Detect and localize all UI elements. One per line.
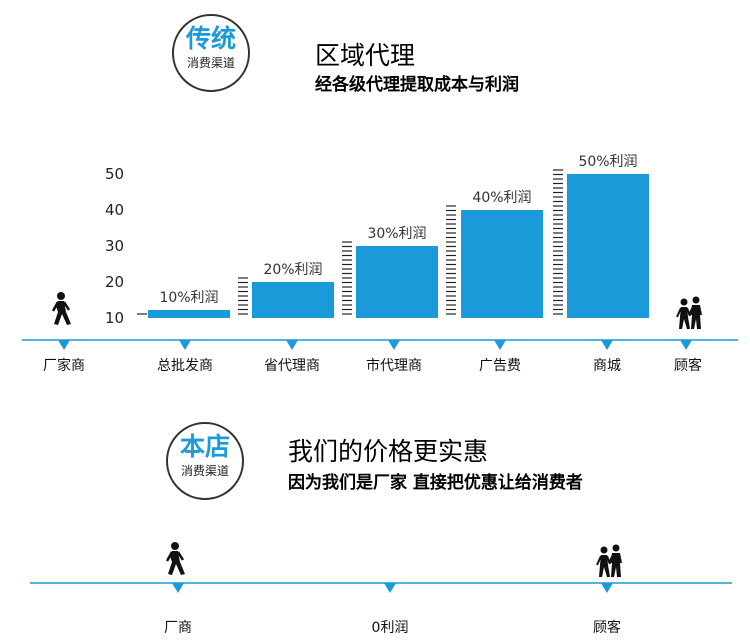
bar [356,246,438,318]
timeline-marker [58,340,70,350]
walking-couple-icon [676,296,702,329]
y-tick-label: 50 [105,165,124,183]
bar [567,174,649,318]
y-tick-label: 20 [105,273,124,291]
timeline-marker [601,340,613,350]
walking-person-icon [51,292,71,325]
bar-data-label: 50%利润 [578,154,637,170]
timeline-marker [680,340,692,350]
store-badge-sub: 消费渠道 [180,464,229,478]
y-tick-label: 40 [105,201,124,219]
traditional-subtitle: 经各级代理提取成本与利润 [315,75,519,95]
bar-data-label: 40%利润 [472,190,531,206]
bar-data-label: 30%利润 [367,226,426,242]
ruler-strip [342,241,352,315]
ruler-strip [446,205,456,315]
bar-data-label: 10%利润 [159,290,218,306]
traditional-channel-badge: 传统 消费渠道 [172,14,250,92]
category-label: 省代理商 [264,358,320,374]
category-label: 商城 [593,358,621,374]
timeline-marker [172,583,184,593]
timeline-marker [388,340,400,350]
bar-data-label: 20%利润 [263,262,322,278]
timeline-end-label: 顾客 [674,357,702,374]
category-label: 广告费 [479,358,521,374]
bottom-timeline-label: 厂商 [164,620,192,636]
bar [252,282,334,318]
store-badge-main: 本店 [179,432,230,461]
walking-couple-icon [596,544,622,577]
bar [461,210,543,318]
bar [148,310,230,318]
store-subtitle: 因为我们是厂家 直接把优惠让给消费者 [288,473,583,493]
timeline-marker [384,583,396,593]
timeline-start-label: 厂家商 [43,357,85,374]
timeline-marker [179,340,191,350]
bottom-timeline-label: 顾客 [593,619,621,636]
ruler-strip [553,169,563,315]
store-channel-badge: 本店 消费渠道 [166,422,244,500]
traditional-badge-sub: 消费渠道 [186,56,235,70]
timeline-marker [494,340,506,350]
store-title: 我们的价格更实惠 [288,437,489,466]
traditional-badge-main: 传统 [185,24,236,53]
timeline-marker [601,583,613,593]
y-tick-label: 10 [105,309,124,327]
ruler-strip [238,277,248,315]
y-tick-label: 30 [105,237,124,255]
walking-person-icon [165,542,185,575]
timeline-marker [286,340,298,350]
traditional-title: 区域代理 [315,41,416,70]
category-label: 市代理商 [366,357,422,374]
category-label: 总批发商 [157,358,213,374]
bottom-timeline-label: 0利润 [372,620,409,636]
